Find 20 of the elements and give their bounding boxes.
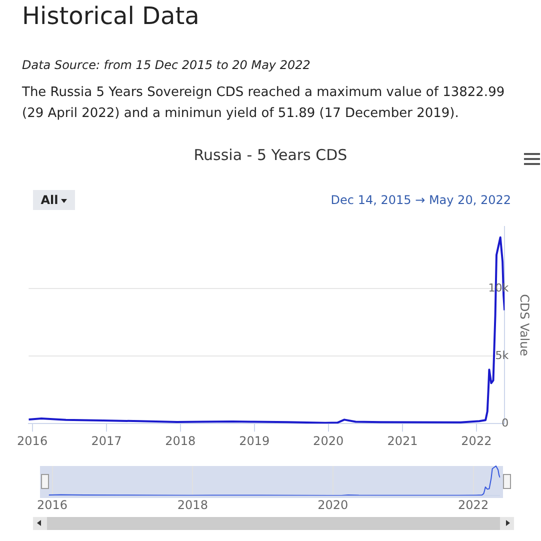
y-tick-label: 5k bbox=[495, 348, 510, 362]
text: Dec 14, 2015 → May 20, 2022 bbox=[330, 193, 511, 207]
y-tick-label: 0 bbox=[502, 416, 509, 430]
text: Historical Data bbox=[22, 2, 200, 30]
x-tick-label: 2018 bbox=[177, 498, 208, 512]
y-axis-title: CDS Value bbox=[518, 294, 532, 356]
x-tick-label: 2021 bbox=[387, 434, 418, 448]
chart-title: Russia - 5 Years CDS bbox=[192, 146, 348, 164]
x-tick-label: 2018 bbox=[165, 434, 196, 448]
x-tick-label: 2016 bbox=[36, 498, 68, 512]
x-tick-label: 2022 bbox=[461, 434, 492, 448]
x-tick-label: 2022 bbox=[458, 498, 489, 512]
x-tick-label: 2017 bbox=[91, 434, 122, 448]
text: All bbox=[40, 193, 58, 207]
x-tick-label: 2019 bbox=[239, 434, 270, 448]
source-note: Data Source: from 15 Dec 2015 to 20 May 2022 bbox=[22, 58, 310, 72]
x-tick-label: 2020 bbox=[313, 434, 344, 448]
text: The Russia 5 Years Sovereign CDS reached a maximum value of 13822.99 (29 April 2022) and a minimun yield of 51.89 (17 December 2019). bbox=[22, 84, 506, 123]
x-tick-label: 2016 bbox=[17, 434, 48, 448]
x-tick-label: 2020 bbox=[318, 498, 348, 512]
